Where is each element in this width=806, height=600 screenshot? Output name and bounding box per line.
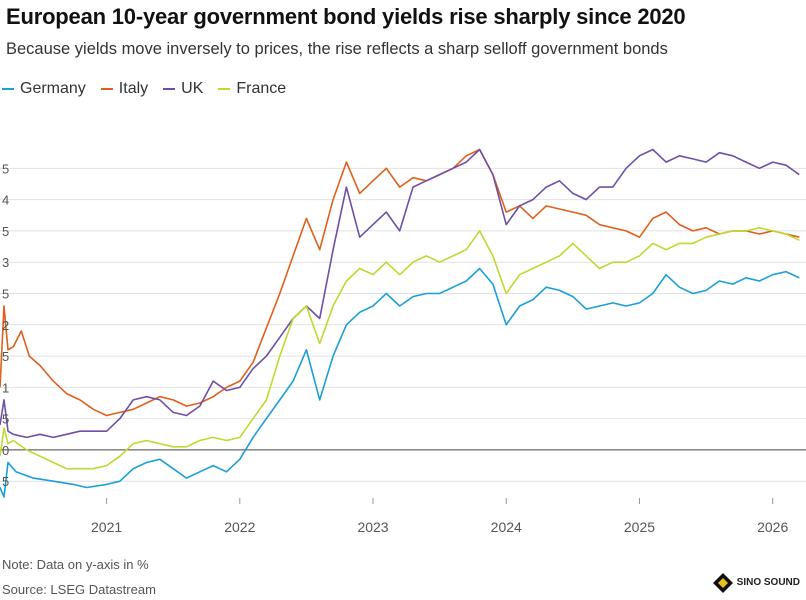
line-chart: 5 0 5 1 5 2 5 3 5 4 5 2021 2022 2023 2024 2025 2026 [0,148,806,535]
chart-subtitle: Because yields move inversely to prices,… [6,40,668,58]
legend-label-france: France [236,80,287,97]
y-tick-label: 5 [2,161,9,176]
y-tick-label: 5 [2,224,9,239]
legend-swatch-germany [2,88,14,90]
x-tick-label: 2022 [224,519,255,535]
legend-swatch-france [218,88,231,90]
y-tick-label: 1 [2,380,9,395]
logo-text: SINO SOUND [736,577,800,588]
x-tick-label: 2025 [624,519,655,535]
x-tick-label: 2026 [757,519,788,535]
legend-label-uk: UK [181,80,204,97]
legend-label-germany: Germany [20,80,86,97]
legend-item-france[interactable]: France [218,80,286,98]
legend-swatch-italy [100,88,113,90]
x-tick-label: 2023 [357,519,388,535]
series-line-france [0,227,800,470]
series-line-germany [0,267,800,498]
y-tick-label: 5 [2,412,9,427]
y-tick-label: 4 [2,193,9,208]
series-line-uk [0,148,800,439]
y-tick-label: 0 [2,443,9,458]
chart-legend: Germany Italy UK France [2,80,301,98]
y-tick-label: 5 [2,349,9,364]
legend-item-germany[interactable]: Germany [2,80,86,98]
legend-label-italy: Italy [118,80,149,97]
series-line-italy [0,148,800,417]
source-note: Source: LSEG Datastream [2,582,156,597]
series-layer [0,148,800,498]
axis-note: Note: Data on y-axis in % [2,557,149,572]
y-tick-label: 5 [2,286,9,301]
brand-logo: SINO SOUND [712,572,800,594]
y-tick-label: 3 [2,255,9,270]
diamond-logo-icon [712,573,733,593]
x-tick-label: 2021 [91,519,122,535]
legend-item-uk[interactable]: UK [163,80,203,98]
chart-title: European 10-year government bond yields … [6,4,686,29]
grid-layer [0,167,806,482]
y-tick-label: 5 [2,474,9,489]
y-tick-label: 2 [2,318,9,333]
x-tick-label: 2024 [491,519,522,535]
legend-item-italy[interactable]: Italy [100,80,149,98]
legend-swatch-uk [163,88,176,90]
axis-layer: 5 0 5 1 5 2 5 3 5 4 5 2021 2022 2023 2024 2025 2026 [2,161,788,535]
